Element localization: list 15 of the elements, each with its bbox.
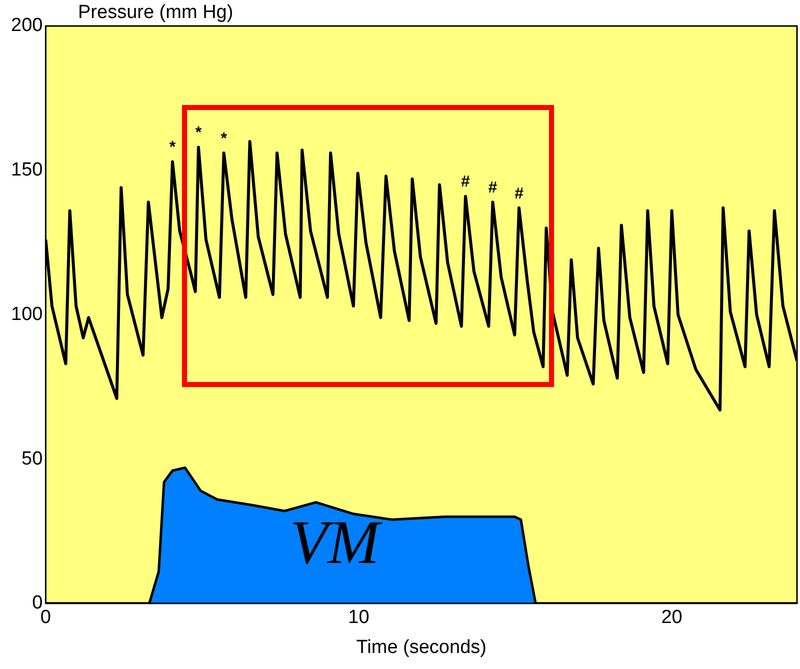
annotation: #	[514, 185, 524, 202]
y-tick-label: 150	[11, 160, 43, 181]
annotation: VM	[290, 508, 380, 578]
y-tick-label: 50	[22, 448, 43, 470]
annotation: *	[220, 130, 228, 148]
annotation: *	[195, 124, 202, 142]
annotation: #	[461, 174, 470, 191]
x-axis-title: Time (seconds)	[356, 636, 486, 658]
y-tick-label: 200	[11, 15, 43, 36]
annotation: #	[488, 180, 498, 197]
annotation: *	[169, 139, 176, 156]
y-axis-title: Pressure (mm Hg)	[78, 2, 234, 24]
y-tick-label: 100	[11, 304, 43, 325]
x-tick-label: 20	[661, 607, 682, 628]
x-tick-label: 10	[348, 607, 370, 628]
